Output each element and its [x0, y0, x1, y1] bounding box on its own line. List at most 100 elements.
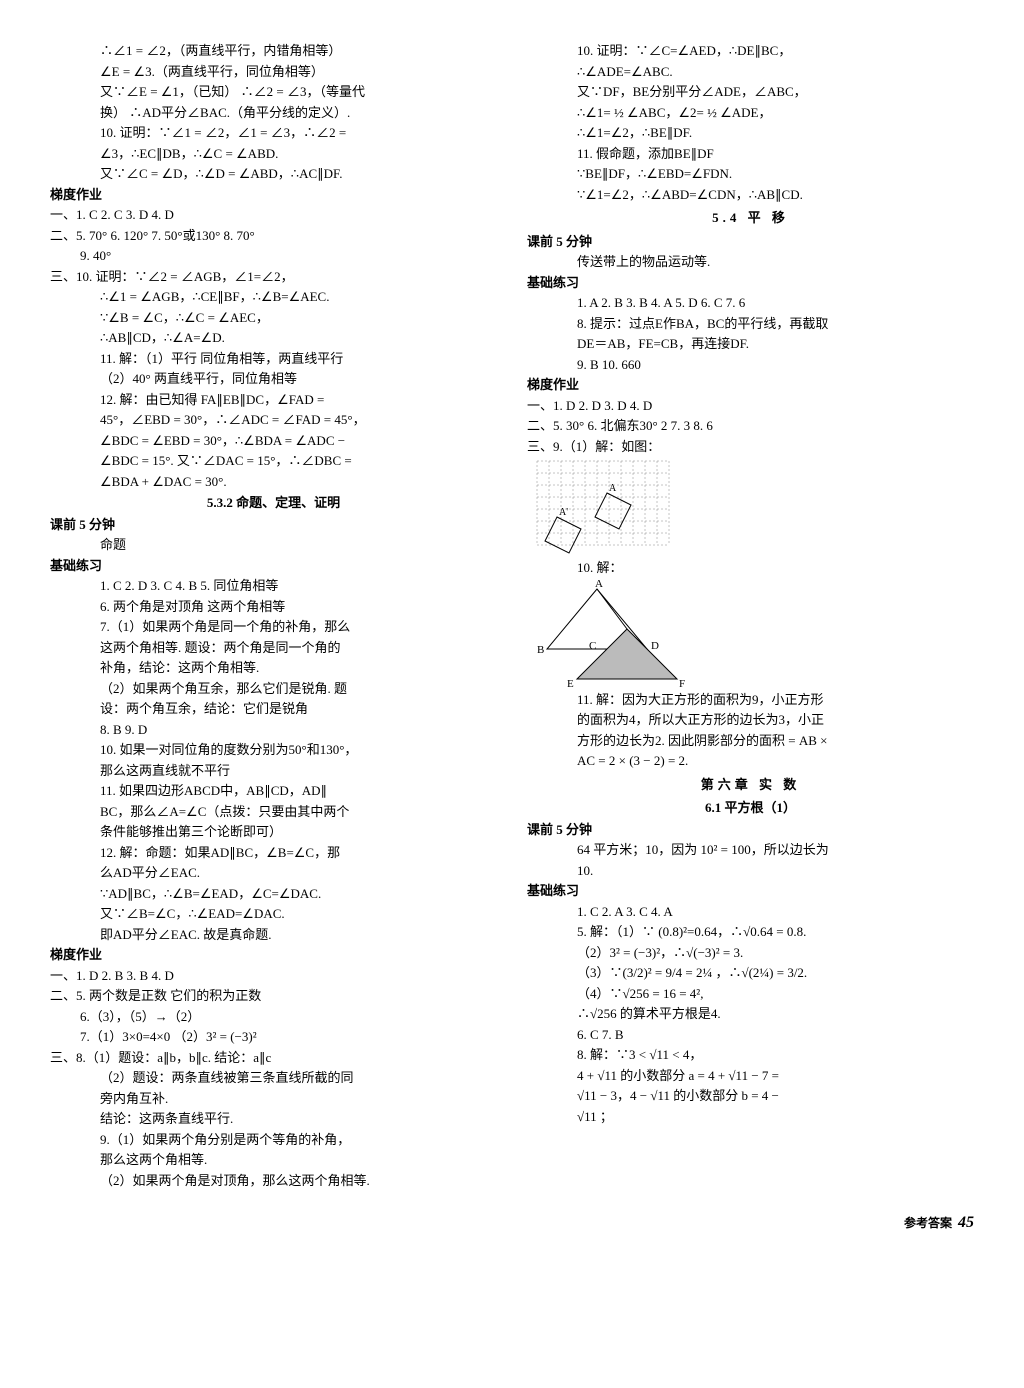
- tri-label-D: D: [651, 640, 659, 652]
- text-line: 10. 解：: [527, 558, 974, 578]
- heading-tdzy: 梯度作业: [50, 945, 497, 965]
- heading-tdzy: 梯度作业: [50, 185, 497, 205]
- text-line: ∠3，∴EC∥DB，∴∠C = ∠ABD.: [50, 144, 497, 164]
- text-line: （3）∵(3/2)² = 9/4 = 2¼ ，∴√(2¼) = 3/2.: [527, 963, 974, 983]
- text-line: 三、8.（1）题设：a∥b，b∥c. 结论：a∥c: [50, 1048, 497, 1068]
- text-line: 5. 解：（1）∵ (0.8)²=0.64，∴√0.64 = 0.8.: [527, 922, 974, 942]
- text-line: 8. 提示：过点E作BA，BC的平行线，再截取: [527, 314, 974, 334]
- section-title-532: 5.3.2 命题、定理、证明: [50, 493, 497, 513]
- grid-label-A: A: [609, 483, 617, 494]
- text-line: （2）如果两个角是对顶角，那么这两个角相等.: [50, 1171, 497, 1191]
- text-line: 10. 证明：∵∠1 = ∠2，∠1 = ∠3，∴∠2 =: [50, 123, 497, 143]
- text-line: ∵AD∥BC，∴∠B=∠EAD，∠C=∠DAC.: [50, 884, 497, 904]
- text-line: 4 + √11 的小数部分 a = 4 + √11 − 7 =: [527, 1066, 974, 1086]
- text-line: （2）题设：两条直线被第三条直线所截的同: [50, 1068, 497, 1088]
- text-line: ∵∠1=∠2，∴∠ABD=∠CDN，∴AB∥CD.: [527, 185, 974, 205]
- text-line: 12. 解：命题：如果AD∥BC，∠B=∠C，那: [50, 843, 497, 863]
- text-line: ∴√256 的算术平方根是4.: [527, 1004, 974, 1024]
- heading-tdzy: 梯度作业: [527, 375, 974, 395]
- heading-jclx: 基础练习: [50, 556, 497, 576]
- section-title-54: 5.4 平 移: [527, 208, 974, 228]
- text-line: ∴∠1= ½ ∠ABC，∠2= ½ ∠ADE，: [527, 103, 974, 123]
- tri-label-E: E: [567, 678, 574, 689]
- text-line: 45°，∠EBD = 30°，∴∠ADC = ∠FAD = 45°，: [50, 410, 497, 430]
- text-line: ∴∠ADE=∠ABC.: [527, 62, 974, 82]
- text-line: 二、5. 70° 6. 120° 7. 50°或130° 8. 70°: [50, 226, 497, 246]
- text-line: 结论：这两条直线平行.: [50, 1109, 497, 1129]
- text-line: 条件能够推出第三个论断即可）: [50, 822, 497, 842]
- section-title-61: 6.1 平方根（1）: [527, 798, 974, 818]
- grid-label-Ap: A': [559, 507, 568, 518]
- text-line: 10.: [527, 861, 974, 881]
- text-line: 10. 证明：∵∠C=∠AED，∴DE∥BC，: [527, 41, 974, 61]
- text-line: 12. 解：由已知得 FA∥EB∥DC，∠FAD =: [50, 390, 497, 410]
- text-line: 又∵∠C = ∠D，∴∠D = ∠ABD，∴AC∥DF.: [50, 164, 497, 184]
- text-line: 11. 解：（1）平行 同位角相等，两直线平行: [50, 349, 497, 369]
- text-line: 方形的边长为2. 因此阴影部分的面积 = AB ×: [527, 731, 974, 751]
- text-line: 8. B 9. D: [50, 720, 497, 740]
- text-line: DE＝AB，FE=CB，再连接DF.: [527, 334, 974, 354]
- heading-kq5: 课前 5 分钟: [527, 820, 974, 840]
- text-line: 一、1. D 2. D 3. D 4. D: [527, 396, 974, 416]
- text-line: 11. 假命题，添加BE∥DF: [527, 144, 974, 164]
- tri-label-A: A: [595, 579, 603, 590]
- text-line: ∴∠1=∠2，∴BE∥DF.: [527, 123, 974, 143]
- left-column: ∴∠1 = ∠2，（两直线平行，内错角相等） ∠E = ∠3.（两直线平行，同位…: [50, 40, 497, 1191]
- text-line: 6.（3），（5）→（2）: [50, 1007, 497, 1027]
- footer-page-number: 45: [958, 1214, 974, 1231]
- text-line: ∵BE∥DF，∴∠EBD=∠FDN.: [527, 164, 974, 184]
- text-line: 命题: [50, 535, 497, 555]
- text-line: ∵∠B = ∠C，∴∠C = ∠AEC，: [50, 308, 497, 328]
- text-line: 三、10. 证明：∵∠2 = ∠AGB，∠1=∠2，: [50, 267, 497, 287]
- text-line: 二、5. 两个数是正数 它们的积为正数: [50, 986, 497, 1006]
- text-line: 这两个角相等. 题设：两个角是同一个角的: [50, 638, 497, 658]
- heading-kq5: 课前 5 分钟: [527, 232, 974, 252]
- heading-kq5: 课前 5 分钟: [50, 515, 497, 535]
- chapter-title-6: 第六章 实 数: [527, 775, 974, 795]
- text-line: ∠BDC = ∠EBD = 30°，∴∠BDA = ∠ADC −: [50, 431, 497, 451]
- heading-jclx: 基础练习: [527, 273, 974, 293]
- text-line: 9. B 10. 660: [527, 355, 974, 375]
- text-line: ∴AB∥CD，∴∠A=∠D.: [50, 328, 497, 348]
- text-line: 的面积为4，所以大正方形的边长为3，小正: [527, 710, 974, 730]
- tri-label-C: C: [589, 640, 596, 652]
- heading-jclx: 基础练习: [527, 881, 974, 901]
- text-line: 1. A 2. B 3. B 4. A 5. D 6. C 7. 6: [527, 293, 974, 313]
- text-line: ∠E = ∠3.（两直线平行，同位角相等）: [50, 62, 497, 82]
- text-line: 9. 40°: [50, 246, 497, 266]
- text-line: 三、9.（1）解：如图：: [527, 437, 974, 457]
- text-line: 补角，结论：这两个角相等.: [50, 658, 497, 678]
- text-line: 一、1. C 2. C 3. D 4. D: [50, 205, 497, 225]
- text-line: 7.（1）3×0=4×0 （2）3² = (−3)²: [50, 1027, 497, 1047]
- text-line: 一、1. D 2. B 3. B 4. D: [50, 966, 497, 986]
- text-line: 二、5. 30° 6. 北偏东30° 2 7. 3 8. 6: [527, 416, 974, 436]
- text-line: 即AD平分∠EAC. 故是真命题.: [50, 925, 497, 945]
- text-line: 旁内角互补.: [50, 1089, 497, 1109]
- text-line: BC，那么∠A=∠C（点拨：只要由其中两个: [50, 802, 497, 822]
- text-line: （2）如果两个角互余，那么它们是锐角. 题: [50, 679, 497, 699]
- text-line: ∴∠1 = ∠2，（两直线平行，内错角相等）: [50, 41, 497, 61]
- text-line: 10. 如果一对同位角的度数分别为50°和130°，: [50, 740, 497, 760]
- text-line: √11 ；: [527, 1107, 974, 1127]
- page-footer: 参考答案 45: [50, 1211, 974, 1235]
- text-line: 又∵DF，BE分别平分∠ADE，∠ABC，: [527, 82, 974, 102]
- text-line: 6. C 7. B: [527, 1025, 974, 1045]
- text-line: 8. 解：∵3 < √11 < 4，: [527, 1045, 974, 1065]
- text-line: ∴∠1 = ∠AGB，∴CE∥BF，∴∠B=∠AEC.: [50, 287, 497, 307]
- text-line: 11. 解：因为大正方形的面积为9，小正方形: [527, 690, 974, 710]
- text-line: 9.（1）如果两个角分别是两个等角的补角，: [50, 1130, 497, 1150]
- tri-label-B: B: [537, 644, 544, 656]
- text-line: 那么这两直线就不平行: [50, 761, 497, 781]
- text-line: 传送带上的物品运动等.: [527, 252, 974, 272]
- text-line: 么AD平分∠EAC.: [50, 863, 497, 883]
- text-line: （4）∵√256 = 16 = 4²,: [527, 984, 974, 1004]
- footer-label: 参考答案: [904, 1216, 952, 1230]
- right-column: 10. 证明：∵∠C=∠AED，∴DE∥BC， ∴∠ADE=∠ABC. 又∵DF…: [527, 40, 974, 1191]
- figure-grid: A A': [527, 457, 974, 557]
- text-line: 又∵∠E = ∠1，（已知） ∴∠2 = ∠3，（等量代: [50, 82, 497, 102]
- text-line: （2）3² = (−3)²，∴√(−3)² = 3.: [527, 943, 974, 963]
- text-line: √11 − 3，4 − √11 的小数部分 b = 4 −: [527, 1086, 974, 1106]
- text-line: 换） ∴AD平分∠BAC.（角平分线的定义）.: [50, 103, 497, 123]
- figure-triangles: A B C D E F: [527, 579, 974, 689]
- text-line: 64 平方米；10，因为 10² = 100，所以边长为: [527, 840, 974, 860]
